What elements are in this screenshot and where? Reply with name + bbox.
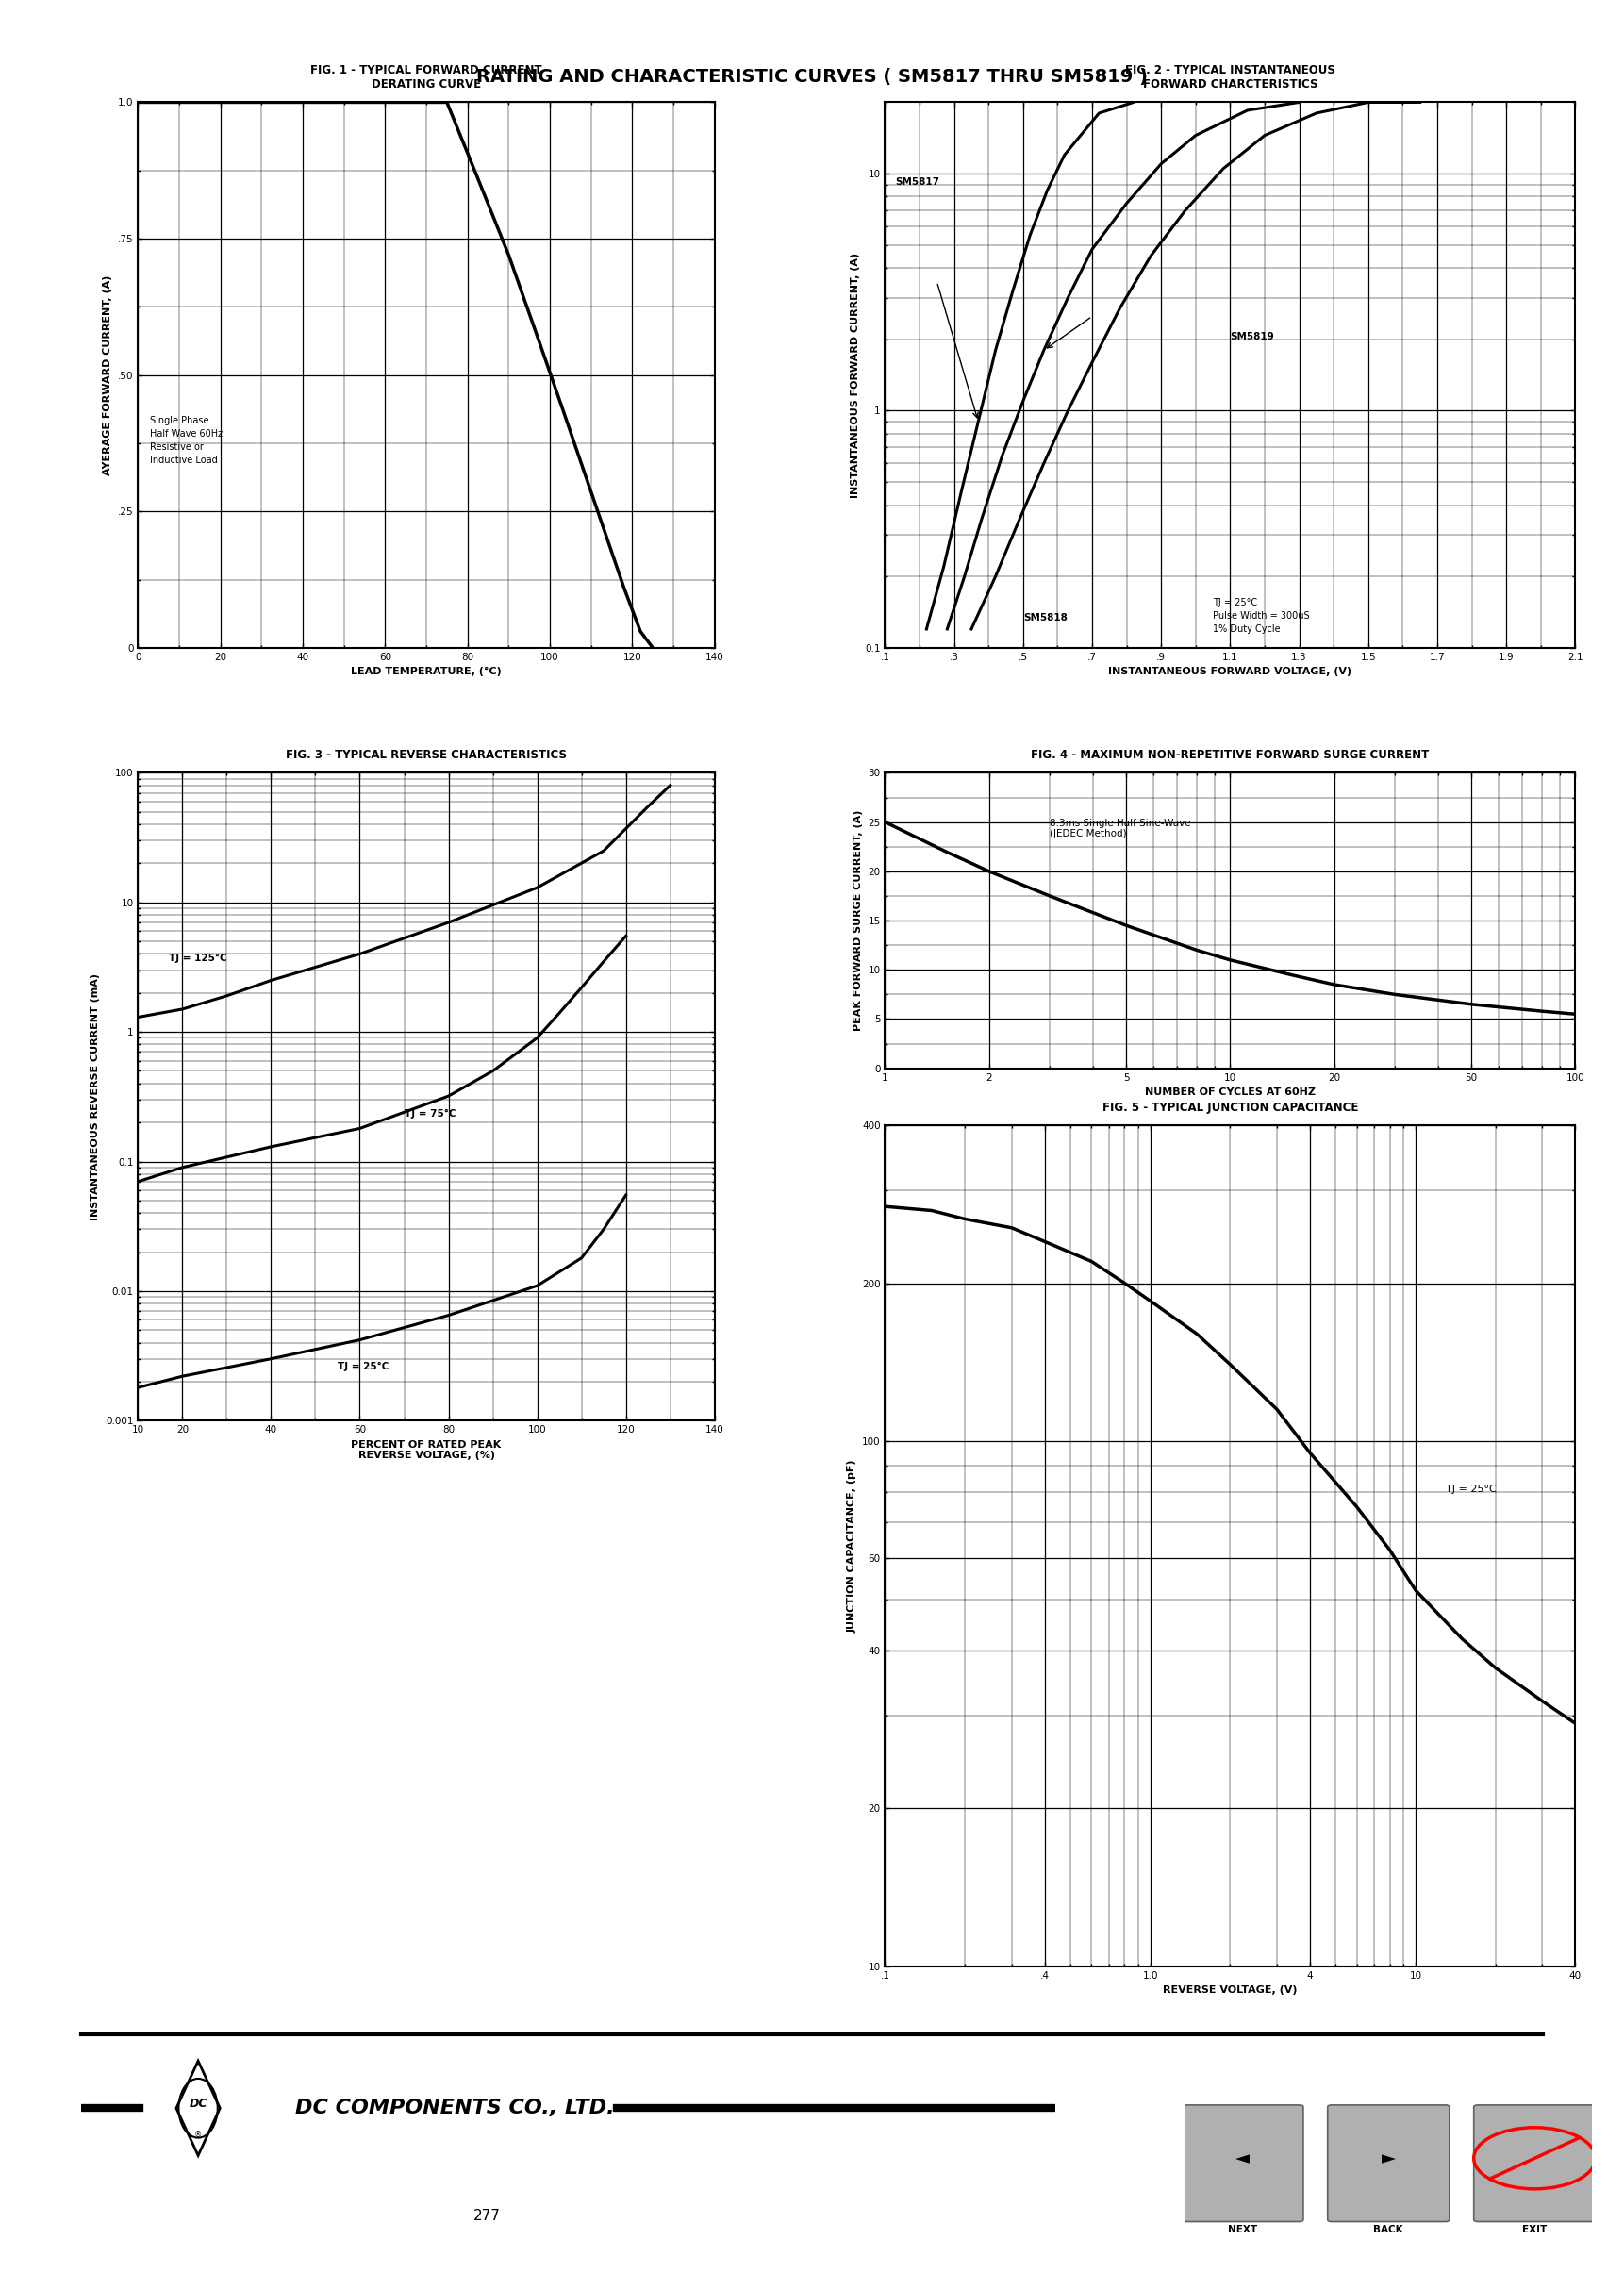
X-axis label: REVERSE VOLTAGE, (V): REVERSE VOLTAGE, (V) bbox=[1163, 1984, 1298, 1996]
Text: SM5819: SM5819 bbox=[1231, 332, 1275, 341]
Text: TJ = 125°C: TJ = 125°C bbox=[169, 955, 227, 964]
Text: 277: 277 bbox=[474, 2209, 500, 2223]
Text: RATING AND CHARACTERISTIC CURVES ( SM5817 THRU SM5819 ): RATING AND CHARACTERISTIC CURVES ( SM581… bbox=[476, 68, 1148, 86]
Text: TJ = 25°C
Pulse Width = 300uS
1% Duty Cycle: TJ = 25°C Pulse Width = 300uS 1% Duty Cy… bbox=[1213, 598, 1309, 634]
Text: TJ = 25°C: TJ = 25°C bbox=[1445, 1484, 1496, 1493]
Text: FIG. 4 - MAXIMUM NON-REPETITIVE FORWARD SURGE CURRENT: FIG. 4 - MAXIMUM NON-REPETITIVE FORWARD … bbox=[1031, 750, 1429, 761]
X-axis label: PERCENT OF RATED PEAK
REVERSE VOLTAGE, (%): PERCENT OF RATED PEAK REVERSE VOLTAGE, (… bbox=[351, 1439, 502, 1459]
Text: SM5817: SM5817 bbox=[895, 177, 940, 186]
X-axis label: INSTANTANEOUS FORWARD VOLTAGE, (V): INSTANTANEOUS FORWARD VOLTAGE, (V) bbox=[1109, 666, 1351, 677]
Text: BACK: BACK bbox=[1374, 2225, 1403, 2234]
FancyBboxPatch shape bbox=[1475, 2105, 1595, 2221]
Y-axis label: AYERAGE FORWARD CURRENT, (A): AYERAGE FORWARD CURRENT, (A) bbox=[102, 275, 112, 475]
Text: FIG. 3 - TYPICAL REVERSE CHARACTERISTICS: FIG. 3 - TYPICAL REVERSE CHARACTERISTICS bbox=[286, 750, 567, 761]
X-axis label: LEAD TEMPERATURE, (°C): LEAD TEMPERATURE, (°C) bbox=[351, 666, 502, 677]
Text: ◄: ◄ bbox=[1236, 2150, 1249, 2166]
Text: 8.3ms Single Half Sine-Wave
(JEDEC Method): 8.3ms Single Half Sine-Wave (JEDEC Metho… bbox=[1049, 818, 1190, 839]
Text: SM5818: SM5818 bbox=[1023, 614, 1067, 623]
Text: ►: ► bbox=[1382, 2150, 1395, 2166]
FancyBboxPatch shape bbox=[1181, 2105, 1302, 2221]
Text: ®: ® bbox=[195, 2130, 201, 2139]
Y-axis label: PEAK FORWARD SURGE CURRENT, (A): PEAK FORWARD SURGE CURRENT, (A) bbox=[853, 809, 862, 1032]
Y-axis label: INSTANTANEOUS FORWARD CURRENT, (A): INSTANTANEOUS FORWARD CURRENT, (A) bbox=[851, 252, 859, 498]
Text: FIG. 1 - TYPICAL FORWARD CURRENT
DERATING CURVE: FIG. 1 - TYPICAL FORWARD CURRENT DERATIN… bbox=[310, 64, 542, 91]
Y-axis label: INSTANTANEOUS REVERSE CURRENT (mA): INSTANTANEOUS REVERSE CURRENT (mA) bbox=[91, 973, 101, 1221]
Text: Single Phase
Half Wave 60Hz
Resistive or
Inductive Load: Single Phase Half Wave 60Hz Resistive or… bbox=[151, 416, 222, 466]
FancyBboxPatch shape bbox=[1327, 2105, 1449, 2221]
Text: DC COMPONENTS CO., LTD.: DC COMPONENTS CO., LTD. bbox=[296, 2098, 615, 2118]
Text: EXIT: EXIT bbox=[1522, 2225, 1548, 2234]
X-axis label: NUMBER OF CYCLES AT 60HZ: NUMBER OF CYCLES AT 60HZ bbox=[1145, 1086, 1315, 1098]
Text: DC: DC bbox=[188, 2098, 208, 2109]
Text: FIG. 5 - TYPICAL JUNCTION CAPACITANCE: FIG. 5 - TYPICAL JUNCTION CAPACITANCE bbox=[1103, 1102, 1358, 1114]
Y-axis label: JUNCTION CAPACITANCE, (pF): JUNCTION CAPACITANCE, (pF) bbox=[848, 1459, 857, 1632]
Text: TJ = 25°C: TJ = 25°C bbox=[338, 1362, 388, 1371]
Text: FIG. 2 - TYPICAL INSTANTANEOUS
FORWARD CHARCTERISTICS: FIG. 2 - TYPICAL INSTANTANEOUS FORWARD C… bbox=[1125, 64, 1335, 91]
Text: NEXT: NEXT bbox=[1228, 2225, 1257, 2234]
Text: TJ = 75°C: TJ = 75°C bbox=[404, 1109, 455, 1118]
